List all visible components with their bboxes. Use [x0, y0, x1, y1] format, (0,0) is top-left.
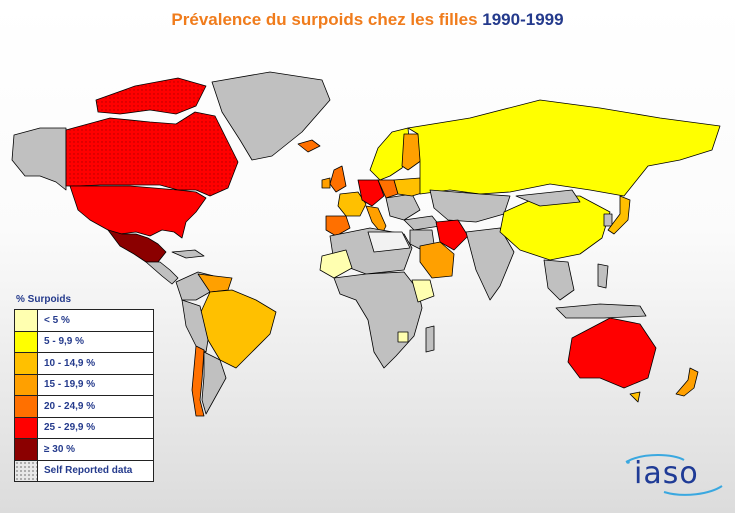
country-china	[499, 195, 611, 261]
region-southeast-asia	[543, 259, 575, 301]
legend-swatch-self-reported	[15, 460, 38, 481]
legend-row: 25 - 29,9 %	[15, 417, 153, 439]
legend-swatch-30plus	[15, 439, 38, 460]
legend: % Surpoids < 5 % 5 - 9,9 % 10 - 14,9 % 1…	[14, 294, 154, 482]
logo-text: iaso	[634, 456, 699, 491]
country-korea	[603, 213, 613, 227]
country-turkey	[403, 215, 441, 231]
country-finland	[401, 133, 423, 171]
legend-label: 5 - 9,9 %	[44, 336, 85, 348]
country-new-zealand	[675, 367, 699, 397]
legend-title: % Surpoids	[16, 294, 72, 305]
region-peru-bolivia	[181, 299, 209, 353]
region-indonesia	[555, 303, 647, 319]
legend-table: < 5 % 5 - 9,9 % 10 - 14,9 % 15 - 19,9 % …	[14, 309, 154, 482]
country-canada	[65, 111, 239, 197]
country-saudi-arabia	[419, 241, 455, 279]
country-mali	[319, 249, 353, 279]
map-title: Prévalence du surpoids chez les filles 1…	[0, 10, 735, 30]
country-iceland	[297, 139, 321, 153]
country-madagascar	[425, 325, 435, 353]
country-france	[337, 191, 367, 217]
country-cuba	[171, 249, 205, 259]
country-italy	[365, 205, 387, 235]
legend-row: 20 - 24,9 %	[15, 396, 153, 418]
logo-swoosh	[625, 454, 723, 496]
title-years: 1990-1999	[482, 10, 564, 29]
legend-row: ≥ 30 %	[15, 439, 153, 461]
legend-swatch-lt5	[15, 310, 38, 331]
legend-swatch-15-20	[15, 374, 38, 395]
country-tasmania	[629, 391, 641, 403]
region-sub-saharan-africa	[333, 271, 423, 369]
legend-label: 25 - 29,9 %	[44, 422, 96, 434]
legend-swatch-25-30	[15, 417, 38, 438]
legend-row: Self Reported data	[15, 460, 153, 481]
country-usa	[69, 185, 207, 239]
country-ethiopia	[411, 279, 435, 303]
legend-row: 5 - 9,9 %	[15, 331, 153, 353]
country-mongolia	[515, 189, 581, 207]
country-uk	[329, 165, 347, 193]
country-germany	[357, 179, 385, 207]
country-canada-islands	[95, 77, 207, 115]
country-greenland	[211, 71, 331, 161]
title-main: Prévalence du surpoids chez les filles	[171, 10, 483, 29]
legend-swatch-20-25	[15, 396, 38, 417]
legend-row: 15 - 19,9 %	[15, 374, 153, 396]
country-zimbabwe	[397, 331, 409, 343]
country-philippines	[597, 263, 609, 289]
legend-label: Self Reported data	[44, 465, 133, 477]
legend-label: 15 - 19,9 %	[44, 379, 96, 391]
region-south-asia	[465, 227, 515, 301]
legend-row: 10 - 14,9 %	[15, 353, 153, 375]
country-australia	[567, 317, 657, 389]
iaso-logo: iaso	[624, 452, 724, 498]
legend-label: < 5 %	[44, 314, 70, 326]
legend-swatch-10-15	[15, 353, 38, 374]
country-ireland	[321, 177, 331, 189]
legend-swatch-5-10	[15, 331, 38, 352]
country-iran	[435, 219, 469, 251]
country-chile	[191, 345, 205, 417]
country-russia	[407, 99, 721, 197]
country-japan	[607, 195, 631, 235]
country-argentina	[201, 351, 227, 415]
legend-label: 10 - 14,9 %	[44, 357, 96, 369]
country-alaska	[11, 127, 67, 191]
country-mexico	[107, 229, 167, 263]
region-libya-egypt	[367, 231, 411, 253]
region-eastern-europe	[385, 193, 421, 221]
region-central-asia	[429, 189, 511, 223]
legend-label: 20 - 24,9 %	[44, 400, 96, 412]
legend-label: ≥ 30 %	[44, 443, 76, 455]
legend-row: < 5 %	[15, 310, 153, 332]
region-central-america	[145, 261, 179, 285]
country-spain	[325, 215, 351, 237]
